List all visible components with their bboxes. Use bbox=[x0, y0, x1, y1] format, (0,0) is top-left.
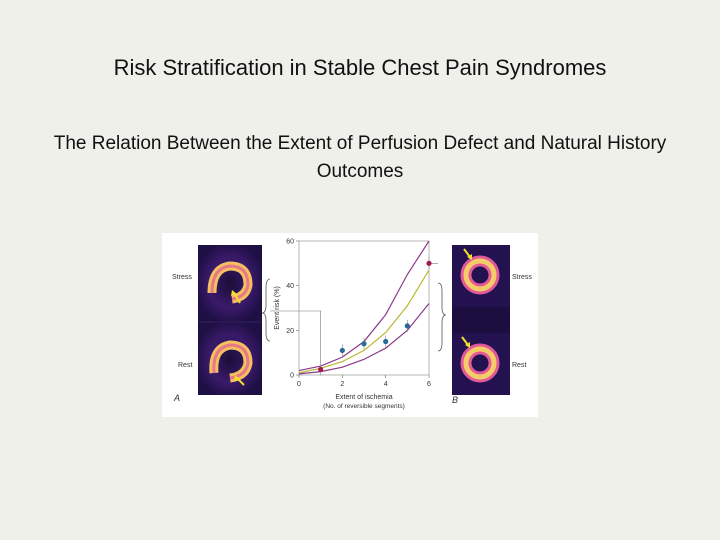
panel-b-brace bbox=[437, 282, 447, 352]
x-tick-label-3: 6 bbox=[427, 381, 431, 388]
x-tick-label-1: 2 bbox=[340, 381, 344, 388]
y-axis-label: Event risk (%) bbox=[274, 286, 281, 330]
panel-a-brace bbox=[261, 278, 271, 342]
data-point-1-1 bbox=[318, 366, 324, 373]
panel-b-rest-arrow bbox=[461, 336, 469, 346]
y-tick-label-0: 0 bbox=[290, 373, 294, 380]
data-point-2-3 bbox=[383, 338, 389, 345]
slide-title: Risk Stratification in Stable Chest Pain… bbox=[113, 55, 607, 80]
y-tick-label-3: 60 bbox=[286, 239, 294, 246]
y-tick-label-1: 20 bbox=[286, 328, 294, 335]
panel-b-stress-label: Stress bbox=[512, 274, 532, 281]
data-point-2-2 bbox=[361, 341, 367, 347]
y-tick-label-2: 40 bbox=[286, 283, 294, 290]
panel-a-stress-label: Stress bbox=[172, 274, 192, 281]
data-point-1-2 bbox=[426, 260, 432, 266]
panel-a-label: A bbox=[173, 393, 180, 403]
panel-b-stress-arrow bbox=[463, 248, 471, 258]
x-axis-sublabel: (No. of reversible segments) bbox=[323, 403, 405, 410]
panel-a-rest-label: Rest bbox=[178, 362, 192, 369]
panel-a-rest-image bbox=[198, 323, 262, 395]
slide-subtitle: The Relation Between the Extent of Perfu… bbox=[53, 133, 667, 182]
panel-b-rest-label: Rest bbox=[512, 362, 526, 369]
ref-line-a bbox=[270, 310, 321, 370]
x-tick-label-2: 4 bbox=[384, 381, 388, 388]
x-axis-label: Extent of ischemia bbox=[335, 394, 392, 401]
data-point-2-1 bbox=[339, 347, 345, 354]
data-point-2-4 bbox=[404, 323, 410, 329]
x-tick-label-0: 0 bbox=[297, 381, 301, 388]
panel-b-label: B bbox=[452, 395, 458, 405]
panel-b-images: Stress Rest B bbox=[437, 245, 532, 405]
panel-a-stress-arrow bbox=[233, 292, 241, 304]
plot-area bbox=[298, 240, 430, 376]
panel-a-images: Stress Rest A bbox=[172, 245, 271, 403]
perfusion-figure: Stress Rest A 0 2 4 6 0 20 40 60 Extent of isch… bbox=[162, 233, 538, 417]
